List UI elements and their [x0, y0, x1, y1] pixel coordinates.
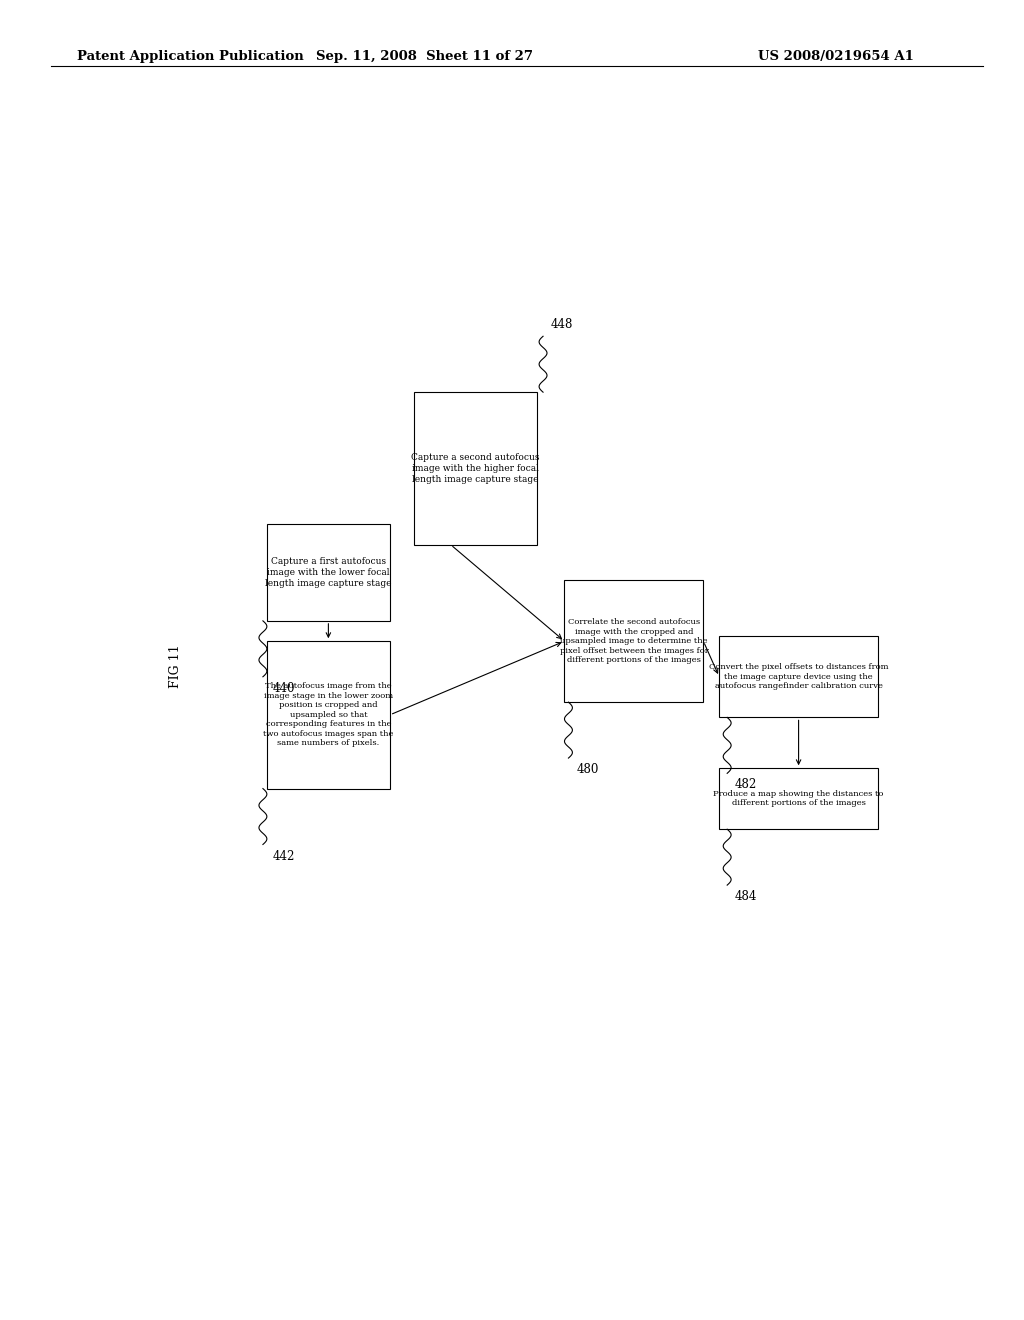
Text: 484: 484 [735, 890, 758, 903]
Bar [267, 524, 390, 620]
Bar [564, 581, 703, 702]
Text: Correlate the second autofocus
image with the cropped and
upsampled image to det: Correlate the second autofocus image wit… [559, 618, 709, 664]
Text: 442: 442 [272, 850, 295, 862]
Text: 448: 448 [551, 318, 573, 331]
Text: US 2008/0219654 A1: US 2008/0219654 A1 [758, 50, 913, 63]
Bar [414, 392, 537, 545]
Text: Sep. 11, 2008  Sheet 11 of 27: Sep. 11, 2008 Sheet 11 of 27 [316, 50, 534, 63]
Text: Convert the pixel offsets to distances from
the image capture device using the
a: Convert the pixel offsets to distances f… [709, 663, 889, 690]
Text: The autofocus image from the
image stage in the lower zoom
position is cropped a: The autofocus image from the image stage… [263, 682, 393, 747]
Text: 480: 480 [577, 763, 599, 776]
Bar [267, 642, 390, 788]
Bar [719, 636, 878, 718]
Text: Capture a first autofocus
image with the lower focal
length image capture stage: Capture a first autofocus image with the… [265, 557, 391, 587]
Text: Patent Application Publication: Patent Application Publication [77, 50, 303, 63]
Text: FIG 11: FIG 11 [169, 644, 182, 689]
Text: Produce a map showing the distances to
different portions of the images: Produce a map showing the distances to d… [714, 789, 884, 808]
Text: Capture a second autofocus
image with the higher focal
length image capture stag: Capture a second autofocus image with th… [411, 453, 540, 483]
Bar [719, 768, 878, 829]
Text: 440: 440 [272, 682, 295, 694]
Text: 482: 482 [735, 779, 758, 792]
